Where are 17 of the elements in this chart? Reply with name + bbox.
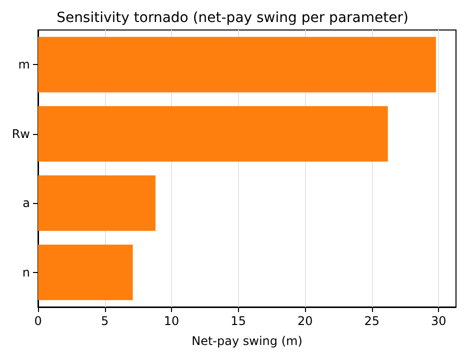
y-tick-label: n <box>22 265 30 280</box>
chart-title: Sensitivity tornado (net-pay swing per parameter) <box>56 10 408 26</box>
y-tick-label: m <box>18 58 30 72</box>
x-tick-label: 10 <box>164 314 180 328</box>
x-tick-label: 30 <box>431 314 446 328</box>
x-axis-title: Net-pay swing (m) <box>192 334 302 348</box>
bar <box>38 175 156 231</box>
x-tick-label: 20 <box>297 314 313 328</box>
y-tick-label: a <box>22 196 30 210</box>
x-tick-label: 5 <box>100 314 109 328</box>
x-tick-label: 25 <box>364 314 380 328</box>
bar <box>38 106 388 162</box>
y-tick-label: Rw <box>12 126 30 141</box>
bar <box>38 36 436 92</box>
bar <box>38 244 133 300</box>
x-tick-label: 15 <box>230 314 246 328</box>
x-tick-label: 0 <box>34 314 42 328</box>
